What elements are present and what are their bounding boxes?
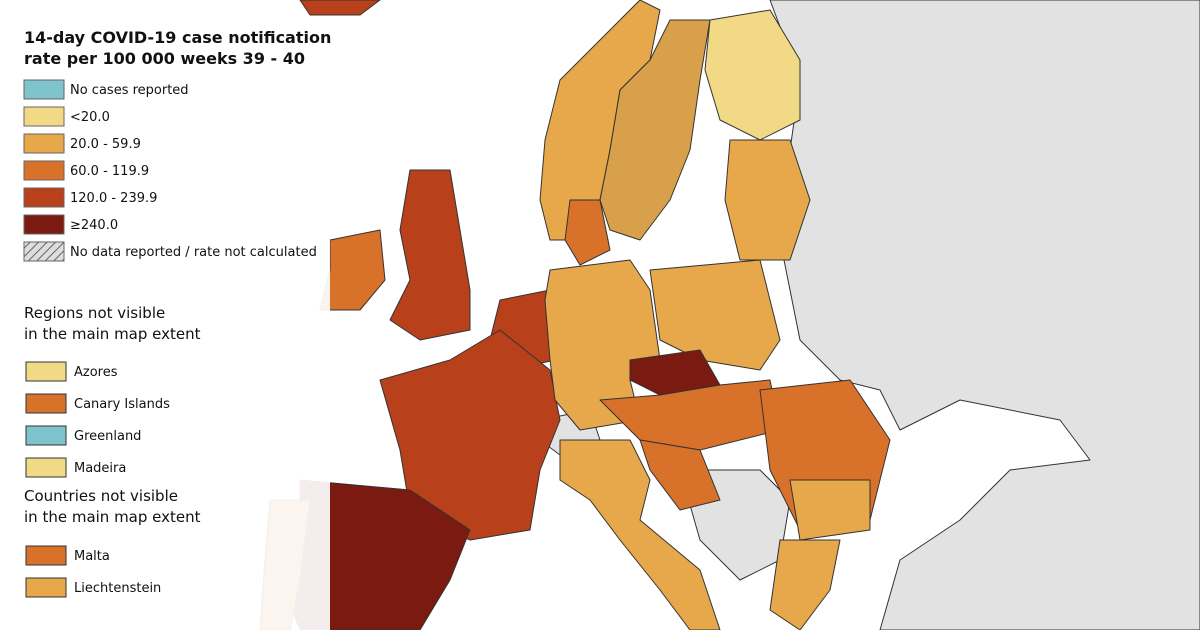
- legend-label: Madeira: [74, 461, 126, 476]
- section-heading: in the main map extent: [24, 325, 201, 343]
- section-heading: Countries not visible: [24, 487, 178, 505]
- legend-title: 14-day COVID-19 case notification: [24, 28, 331, 47]
- legend-swatch: [23, 106, 65, 127]
- legend-label: Greenland: [74, 429, 141, 444]
- legend-swatch: [23, 214, 65, 235]
- legend-label: ≥240.0: [70, 218, 118, 233]
- legend-swatch: [23, 79, 65, 100]
- bulgaria: [789, 479, 871, 541]
- legend-label: 20.0 - 59.9: [70, 137, 141, 152]
- poland: [649, 259, 781, 371]
- legend-label: No cases reported: [70, 83, 189, 98]
- legend-swatch: [25, 425, 67, 446]
- legend-label: <20.0: [70, 110, 110, 125]
- legend-label: Azores: [74, 365, 118, 380]
- legend-label: No data reported / rate not calculated: [70, 245, 317, 260]
- legend-swatch: [25, 545, 67, 566]
- italy: [559, 439, 721, 630]
- legend-swatch: [23, 160, 65, 181]
- slovenia-croatia: [639, 439, 721, 511]
- section-heading: Regions not visible: [24, 304, 165, 322]
- legend-swatch: [23, 241, 65, 262]
- legend-label: Canary Islands: [74, 397, 170, 412]
- legend-swatch: [25, 457, 67, 478]
- section-heading: in the main map extent: [24, 508, 201, 526]
- legend-swatch: [25, 577, 67, 598]
- legend-title: rate per 100 000 weeks 39 - 40: [24, 49, 305, 68]
- baltics: [724, 139, 811, 261]
- greece: [769, 539, 841, 630]
- island: [299, 0, 381, 16]
- uk: [389, 169, 471, 341]
- legend-label: Liechtenstein: [74, 581, 161, 596]
- legend-swatch: [25, 393, 67, 414]
- denmark: [564, 199, 611, 266]
- legend-label: 60.0 - 119.9: [70, 164, 149, 179]
- legend-swatch: [23, 187, 65, 208]
- legend-label: 120.0 - 239.9: [70, 191, 157, 206]
- legend-label: Malta: [74, 549, 110, 564]
- legend-swatch: [23, 133, 65, 154]
- sweden: [599, 19, 711, 241]
- legend-swatch: [25, 361, 67, 382]
- finland: [704, 9, 801, 141]
